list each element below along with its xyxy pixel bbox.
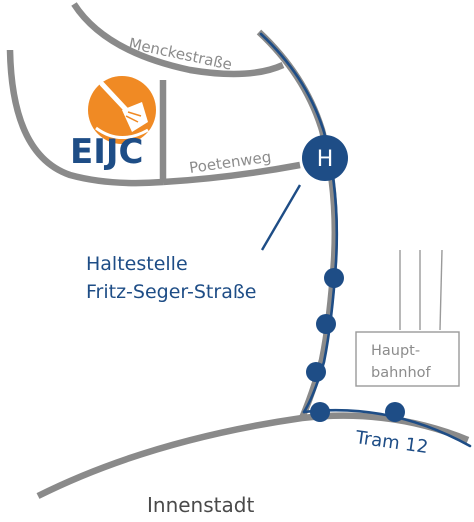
hauptbahnhof-label-line2: bahnhof xyxy=(371,365,432,381)
hauptbahnhof: Haupt- bahnhof xyxy=(355,249,460,387)
tram-stop xyxy=(385,402,405,422)
tram-stop xyxy=(324,268,344,288)
stop-h-letter: H xyxy=(317,147,334,172)
stop-h-icon[interactable] xyxy=(302,135,348,181)
railway-tracks xyxy=(399,249,443,331)
district-label-innenstadt: Innenstadt xyxy=(147,493,254,517)
tram-stops xyxy=(306,268,405,422)
road-menckestrasse xyxy=(71,2,285,78)
stop-label-line1: Haltestelle xyxy=(86,253,188,275)
tram-stop xyxy=(306,362,326,382)
road-poetenweg xyxy=(162,161,301,186)
road-innenstadt xyxy=(36,412,470,499)
main-stop-marker[interactable]: H xyxy=(260,135,348,251)
tram-stop xyxy=(316,314,336,334)
logo-broom-icon xyxy=(95,81,149,139)
stop-pointer-line xyxy=(260,184,302,251)
hauptbahnhof-label-line1: Haupt- xyxy=(371,343,420,359)
logo-text: EIJC xyxy=(70,132,143,172)
hauptbahnhof-building xyxy=(355,331,460,387)
tram-stop xyxy=(310,402,330,422)
tram-label: Tram 12 xyxy=(353,427,429,458)
stop-label-line2: Fritz-Seger-Straße xyxy=(86,281,257,303)
eijc-logo: EIJC xyxy=(70,76,156,172)
road-left-curve xyxy=(6,49,164,187)
